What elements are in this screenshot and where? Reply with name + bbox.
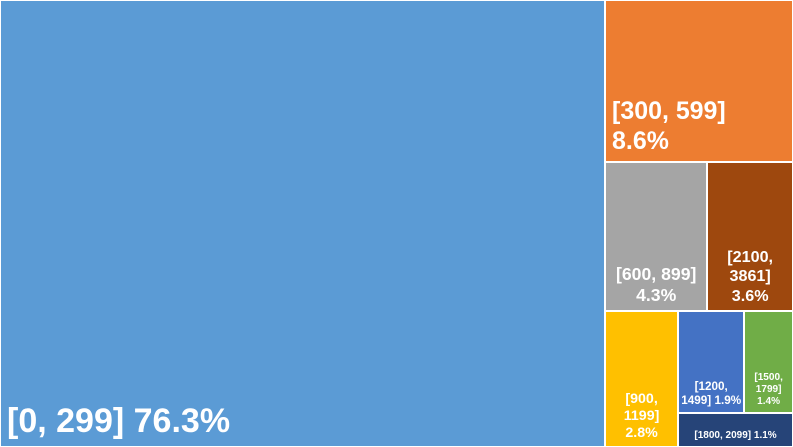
value-label: 1.9% [714, 393, 742, 407]
treemap-cell: [1800, 2099] 1.1% [678, 413, 793, 447]
category-label: [1500, 1799] [754, 371, 783, 395]
value-label: 2.8% [625, 424, 658, 441]
category-label: [300, 599] [612, 97, 726, 126]
cell-label: [900, 1199] 2.8% [606, 389, 677, 446]
category-label: [2100, 3861] [727, 248, 774, 286]
treemap-cell: [1500, 1799] 1.4% [744, 311, 793, 414]
treemap-cell: [900, 1199] 2.8% [605, 311, 679, 447]
value-label: 1.4% [757, 395, 781, 407]
treemap-cell: [1200, 1499] 1.9% [678, 311, 745, 414]
treemap-cell: [0, 299] 76.3% [0, 0, 606, 447]
cell-label: [1200, 1499] 1.9% [679, 378, 743, 412]
category-label: [600, 899] [616, 263, 697, 284]
cell-label: [1500, 1799] 1.4% [745, 370, 792, 412]
value-label: 76.3% [133, 402, 231, 441]
treemap-cell: [2100, 3861] 3.6% [707, 162, 793, 312]
treemap-cell: [600, 899] 4.3% [605, 162, 708, 312]
value-label: 1.1% [753, 429, 777, 441]
category-label: [1800, 2099] [694, 429, 752, 441]
category-label: [900, 1199] [623, 390, 660, 424]
category-label: [1200, 1499] [681, 379, 728, 407]
cell-label: [1800, 2099] 1.1% [679, 428, 792, 446]
cell-label: [600, 899] 4.3% [606, 262, 706, 310]
value-label: 3.6% [731, 286, 769, 305]
treemap-cell: [300, 599] 8.6% [605, 0, 793, 163]
value-label: 4.3% [636, 285, 677, 306]
cell-label: [300, 599] 8.6% [606, 95, 792, 161]
category-label: [0, 299] [7, 402, 125, 441]
cell-label: [2100, 3861] 3.6% [708, 246, 792, 310]
cell-label: [0, 299] 76.3% [1, 399, 604, 446]
value-label: 8.6% [612, 127, 669, 156]
